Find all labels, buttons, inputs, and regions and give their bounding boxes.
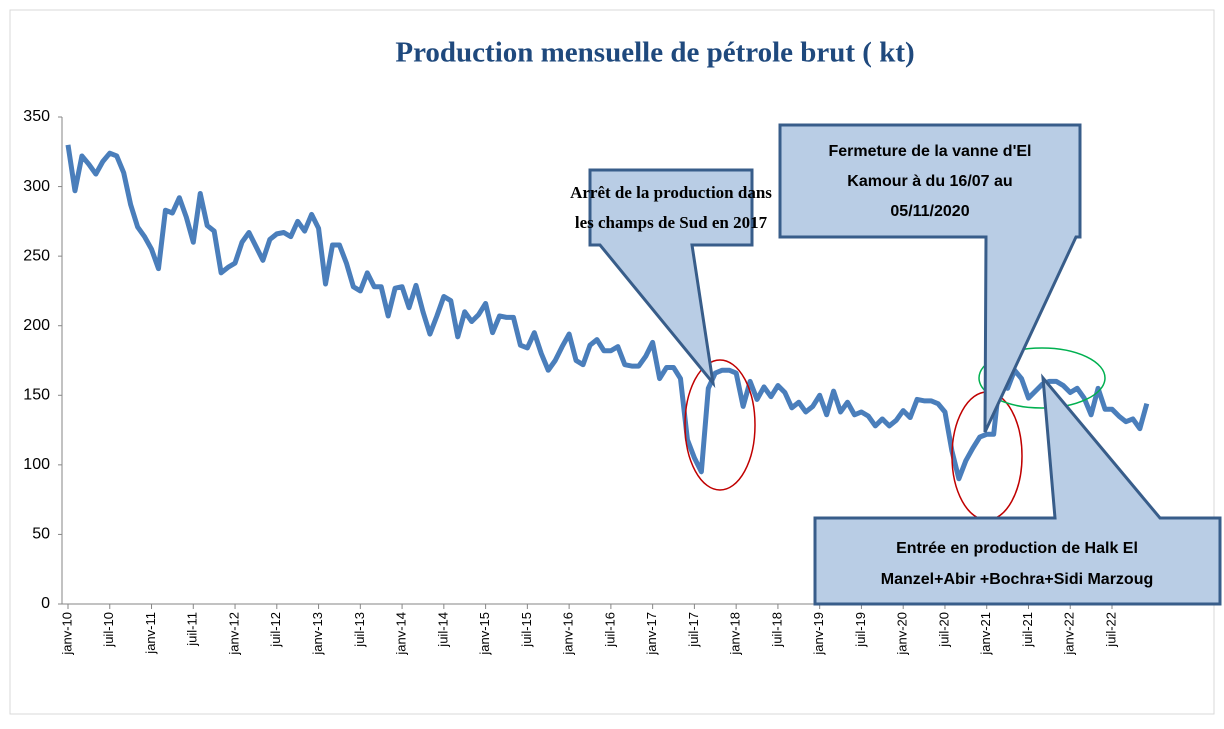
- y-tick-label: 0: [41, 595, 50, 612]
- x-tick-label: juil-12: [268, 612, 283, 648]
- x-tick-label: juil-10: [101, 612, 116, 648]
- x-tick-label: juil-22: [1103, 612, 1118, 648]
- y-tick-label: 100: [23, 456, 50, 473]
- x-tick-label: janv-14: [394, 612, 409, 656]
- y-tick-label: 350: [23, 108, 50, 125]
- x-tick-label: janv-22: [1062, 612, 1077, 656]
- x-tick-label: juil-21: [1020, 612, 1035, 648]
- x-tick-label: janv-16: [561, 612, 576, 656]
- y-tick-label: 50: [32, 526, 50, 543]
- x-tick-label: juil-19: [853, 612, 868, 648]
- y-tick-label: 250: [23, 247, 50, 264]
- x-tick-label: janv-21: [978, 612, 993, 656]
- x-tick-label: janv-20: [895, 612, 910, 656]
- y-tick-label: 300: [23, 178, 50, 195]
- x-tick-label: juil-14: [435, 612, 450, 648]
- annotation-line: Fermeture de la vanne d'El: [829, 143, 1032, 160]
- callout: [588, 168, 754, 389]
- x-tick-label: janv-11: [143, 612, 158, 655]
- x-tick-label: juil-18: [769, 612, 784, 648]
- x-tick-label: janv-10: [59, 612, 74, 656]
- x-tick-label: janv-18: [728, 612, 743, 656]
- annotation-line: Arrêt de la production dans: [570, 183, 772, 202]
- annotation-line: Kamour à du 16/07 au: [847, 173, 1012, 190]
- annotation-line: les champs de Sud en 2017: [575, 213, 768, 232]
- x-tick-label: janv-13: [310, 612, 325, 656]
- callout: [778, 123, 1082, 433]
- annotation-line: Entrée en production de Halk El: [896, 540, 1138, 557]
- x-tick-label: janv-12: [226, 612, 241, 656]
- y-tick-label: 200: [23, 317, 50, 334]
- x-tick-label: janv-19: [811, 612, 826, 656]
- chart-title: Production mensuelle de pétrole brut ( k…: [395, 37, 914, 69]
- x-tick-label: juil-20: [936, 612, 951, 648]
- y-tick-label: 150: [23, 387, 50, 404]
- x-tick-label: juil-16: [602, 612, 617, 648]
- x-tick-label: juil-13: [352, 612, 367, 648]
- annotation-line: 05/11/2020: [890, 203, 969, 220]
- highlight-ellipse: [684, 359, 756, 491]
- data-line: [65, 144, 1150, 482]
- callout: [813, 373, 1222, 606]
- x-tick-label: juil-15: [519, 612, 534, 648]
- x-tick-label: janv-15: [477, 612, 492, 656]
- x-tick-label: janv-17: [644, 612, 659, 656]
- x-tick-label: juil-17: [686, 612, 701, 648]
- x-tick-label: juil-11: [185, 612, 200, 647]
- annotation-line: Manzel+Abir +Bochra+Sidi Marzoug: [881, 571, 1154, 588]
- highlight-ellipse: [978, 347, 1106, 409]
- chart-border: [9, 9, 1215, 715]
